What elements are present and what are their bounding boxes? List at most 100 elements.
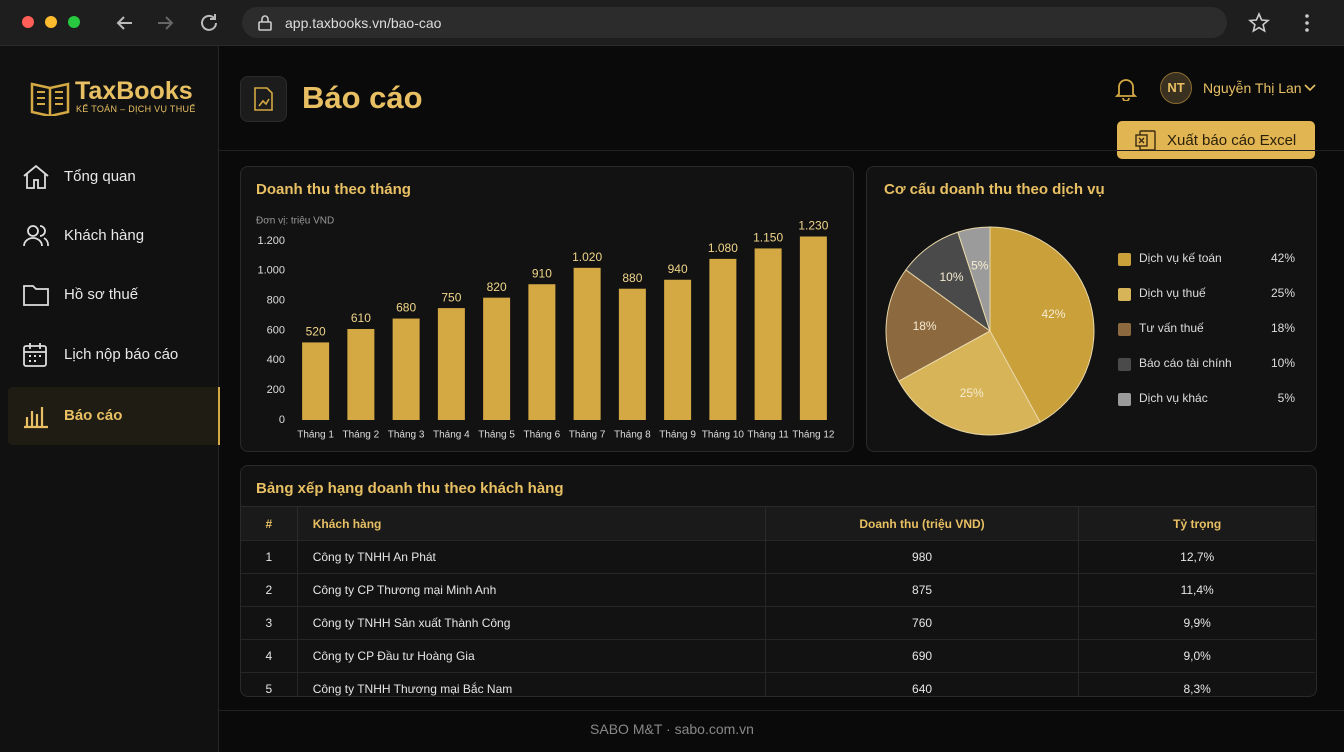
- page-icon: [240, 76, 287, 122]
- slice-label: 25%: [960, 386, 984, 400]
- y-tick-label: 400: [267, 354, 285, 366]
- minimize-button[interactable]: [45, 16, 57, 28]
- bar: [528, 284, 556, 420]
- browser-actions[interactable]: [1248, 12, 1318, 34]
- notification-bell[interactable]: [1114, 77, 1138, 101]
- table-cell: 9,0%: [1078, 639, 1315, 673]
- bar: [573, 267, 601, 420]
- url-text: app.taxbooks.vn/bao-cao: [285, 15, 442, 31]
- excel-icon: [1135, 130, 1156, 151]
- nav-label: Khách hàng: [64, 227, 145, 244]
- table-row: 1 Công ty TNHH An Phát 980 12,7%: [241, 540, 1315, 574]
- footer-divider: [219, 710, 1344, 711]
- bar-value-label: 910: [532, 266, 552, 280]
- table-cell: 640: [765, 672, 1080, 696]
- bar: [437, 308, 465, 420]
- y-tick-label: 200: [267, 384, 285, 396]
- nav-label: Báo cáo: [64, 407, 123, 424]
- table-cell: 760: [765, 606, 1080, 640]
- table-cell: 1: [241, 540, 298, 574]
- legend-value: 5%: [1278, 391, 1296, 405]
- axis-unit-label: Đơn vị: triệu VND: [256, 216, 334, 227]
- legend-value: 25%: [1271, 286, 1295, 300]
- table-cell: 875: [765, 573, 1080, 607]
- table-row: 2 Công ty CP Thương mại Minh Anh 875 11,4%: [241, 573, 1315, 607]
- maximize-button[interactable]: [68, 16, 80, 28]
- page-title: Báo cáo: [302, 80, 423, 115]
- bar-value-label: 1.230: [798, 219, 828, 233]
- bar-value-label: 1.150: [753, 231, 783, 245]
- bar: [709, 258, 737, 420]
- legend-swatch: [1118, 288, 1131, 301]
- table-cell: 12,7%: [1078, 540, 1315, 574]
- nav-icon: [23, 285, 49, 306]
- x-tick-label: Tháng 3: [388, 430, 425, 441]
- pie-slice: [898, 330, 1041, 436]
- nav-buttons[interactable]: [110, 10, 230, 36]
- x-tick-label: Tháng 12: [792, 430, 835, 441]
- export-button[interactable]: Xuất báo cáo Excel: [1117, 121, 1315, 159]
- nav-icon: [24, 407, 48, 429]
- sidebar: TaxBooks KẾ TOÁN – DỊCH VỤ THUẾ Tổng qua…: [0, 46, 220, 752]
- bar-value-label: 1.020: [572, 250, 602, 264]
- user-menu-caret[interactable]: [1304, 83, 1316, 93]
- nav-label: Lịch nộp báo cáo: [64, 346, 179, 363]
- user-name[interactable]: Nguyễn Thị Lan: [1203, 80, 1302, 96]
- bar: [799, 236, 827, 420]
- bar: [347, 328, 375, 420]
- nav-item[interactable]: Lịch nộp báo cáo: [8, 326, 218, 384]
- y-tick-label: 1.000: [257, 265, 285, 277]
- table-cell: 2: [241, 573, 298, 607]
- nav-item[interactable]: Báo cáo: [8, 387, 220, 445]
- address-bar[interactable]: app.taxbooks.vn/bao-cao: [242, 7, 1227, 38]
- bar-value-label: 1.080: [708, 241, 738, 255]
- close-button[interactable]: [22, 16, 34, 28]
- table-cell: Công ty CP Thương mại Minh Anh: [297, 573, 766, 607]
- legend-swatch: [1118, 323, 1131, 336]
- pie-slice: [989, 226, 1095, 423]
- column-header: Doanh thu (triệu VND): [765, 506, 1080, 541]
- pie-slice: [957, 226, 991, 332]
- table-header: # Khách hàng Doanh thu (triệu VND) Tỷ trọng: [241, 506, 1315, 541]
- table-cell: 4: [241, 639, 298, 673]
- header-divider: [219, 150, 1344, 151]
- table-cell: Công ty TNHH Thương mại Bắc Nam: [297, 672, 766, 696]
- bar-value-label: 820: [487, 280, 507, 294]
- export-label: Xuất báo cáo Excel: [1167, 132, 1297, 149]
- nav-icon: [23, 225, 49, 247]
- table-cell: 8,3%: [1078, 672, 1315, 696]
- bar-value-label: 680: [396, 301, 416, 315]
- bar: [483, 297, 511, 420]
- chart-title: Doanh thu theo tháng: [256, 181, 411, 198]
- table-row: 5 Công ty TNHH Thương mại Bắc Nam 640 8,3%: [241, 672, 1315, 696]
- bar: [664, 279, 692, 420]
- lock-icon: [258, 15, 272, 31]
- nav-item[interactable]: Hồ sơ thuế: [8, 266, 218, 324]
- table-row: 3 Công ty TNHH Sản xuất Thành Công 760 9,9%: [241, 606, 1315, 640]
- x-tick-label: Tháng 2: [343, 430, 380, 441]
- nav-item[interactable]: Khách hàng: [8, 207, 218, 265]
- browser-toolbar: app.taxbooks.vn/bao-cao: [0, 0, 1344, 46]
- y-tick-label: 800: [267, 295, 285, 307]
- bar: [302, 342, 330, 420]
- legend-swatch: [1118, 358, 1131, 371]
- brand-name: TaxBooks: [75, 77, 193, 105]
- x-tick-label: Tháng 6: [524, 430, 561, 441]
- bar-value-label: 610: [351, 311, 371, 325]
- nav-item[interactable]: Tổng quan: [8, 148, 218, 206]
- bar-value-label: 880: [622, 271, 642, 285]
- table-cell: 5: [241, 672, 298, 696]
- legend-label: Dịch vụ kế toán: [1139, 251, 1222, 265]
- table-cell: 690: [765, 639, 1080, 673]
- column-header: Khách hàng: [297, 506, 766, 541]
- pie-chart: Cơ cấu doanh thu theo dịch vụ 42% Dịch vụ…: [884, 181, 1296, 436]
- legend-label: Tư vấn thuế: [1139, 321, 1204, 335]
- slice-label: 42%: [1041, 307, 1065, 321]
- x-tick-label: Tháng 9: [659, 430, 696, 441]
- nav-label: Tổng quan: [64, 168, 136, 185]
- x-tick-label: Tháng 4: [433, 430, 470, 441]
- legend-label: Dịch vụ khác: [1139, 391, 1208, 405]
- bar: [754, 248, 782, 420]
- user-avatar[interactable]: NT: [1160, 72, 1192, 104]
